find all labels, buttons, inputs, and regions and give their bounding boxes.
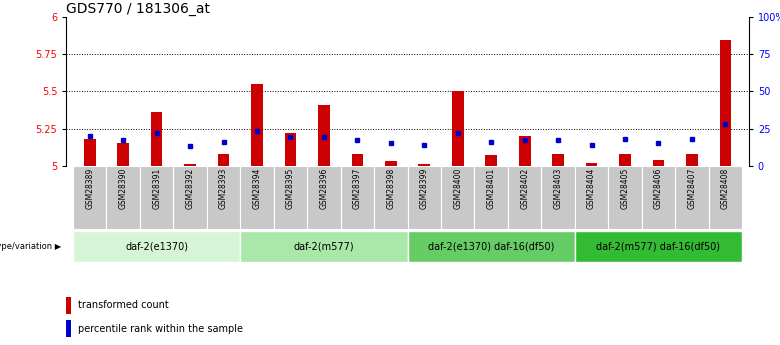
Text: GSM28405: GSM28405 — [621, 168, 629, 209]
Text: daf-2(e1370) daf-16(df50): daf-2(e1370) daf-16(df50) — [428, 242, 555, 252]
Text: daf-2(e1370): daf-2(e1370) — [125, 242, 188, 252]
Bar — [318, 105, 330, 166]
Text: GSM28396: GSM28396 — [320, 168, 328, 209]
Text: GSM28395: GSM28395 — [286, 168, 295, 209]
Bar — [73, 231, 240, 262]
Text: GSM28408: GSM28408 — [721, 168, 730, 209]
Bar — [709, 166, 742, 229]
Bar — [653, 160, 665, 166]
Bar — [385, 161, 397, 166]
Bar — [519, 136, 530, 166]
Bar — [117, 143, 129, 166]
Bar — [106, 166, 140, 229]
Text: GSM28400: GSM28400 — [453, 168, 463, 209]
Bar — [408, 231, 575, 262]
Text: GSM28406: GSM28406 — [654, 168, 663, 209]
Text: GSM28402: GSM28402 — [520, 168, 529, 209]
Text: GSM28398: GSM28398 — [386, 168, 395, 209]
Bar — [84, 139, 96, 166]
Text: GSM28394: GSM28394 — [253, 168, 261, 209]
Bar — [719, 40, 731, 166]
Text: daf-2(m577): daf-2(m577) — [293, 242, 354, 252]
Bar — [642, 166, 675, 229]
Bar — [140, 166, 173, 229]
Bar — [66, 320, 70, 337]
Bar — [441, 166, 474, 229]
Text: GSM28407: GSM28407 — [687, 168, 697, 209]
Text: GSM28392: GSM28392 — [186, 168, 194, 209]
Text: GSM28404: GSM28404 — [587, 168, 596, 209]
Bar — [274, 166, 307, 229]
Bar — [184, 164, 196, 166]
Bar — [352, 154, 363, 166]
Bar — [207, 166, 240, 229]
Bar — [374, 166, 408, 229]
Bar — [341, 166, 374, 229]
Text: GSM28389: GSM28389 — [85, 168, 94, 209]
Bar — [485, 155, 497, 166]
Bar — [218, 154, 229, 166]
Text: transformed count: transformed count — [78, 300, 168, 310]
Bar — [575, 166, 608, 229]
Bar — [586, 162, 597, 166]
Bar — [474, 166, 508, 229]
Bar — [608, 166, 642, 229]
Text: GDS770 / 181306_at: GDS770 / 181306_at — [66, 2, 211, 16]
Bar — [541, 166, 575, 229]
Text: GSM28403: GSM28403 — [554, 168, 562, 209]
Text: GSM28399: GSM28399 — [420, 168, 429, 209]
Bar — [66, 297, 70, 314]
Bar — [686, 154, 698, 166]
Bar — [240, 166, 274, 229]
Bar — [251, 84, 263, 166]
Bar — [173, 166, 207, 229]
Bar — [307, 166, 341, 229]
Bar — [73, 166, 106, 229]
Bar — [240, 231, 408, 262]
Bar — [151, 112, 162, 166]
Bar — [575, 231, 742, 262]
Bar — [675, 166, 709, 229]
Text: GSM28397: GSM28397 — [353, 168, 362, 209]
Text: GSM28401: GSM28401 — [487, 168, 495, 209]
Text: GSM28393: GSM28393 — [219, 168, 228, 209]
Text: GSM28390: GSM28390 — [119, 168, 128, 209]
Text: daf-2(m577) daf-16(df50): daf-2(m577) daf-16(df50) — [597, 242, 721, 252]
Bar — [418, 164, 430, 166]
Bar — [508, 166, 541, 229]
Text: genotype/variation ▶: genotype/variation ▶ — [0, 242, 61, 251]
Bar — [452, 91, 463, 166]
Bar — [285, 133, 296, 166]
Text: GSM28391: GSM28391 — [152, 168, 161, 209]
Bar — [408, 166, 441, 229]
Bar — [552, 154, 564, 166]
Bar — [619, 154, 631, 166]
Text: percentile rank within the sample: percentile rank within the sample — [78, 324, 243, 334]
